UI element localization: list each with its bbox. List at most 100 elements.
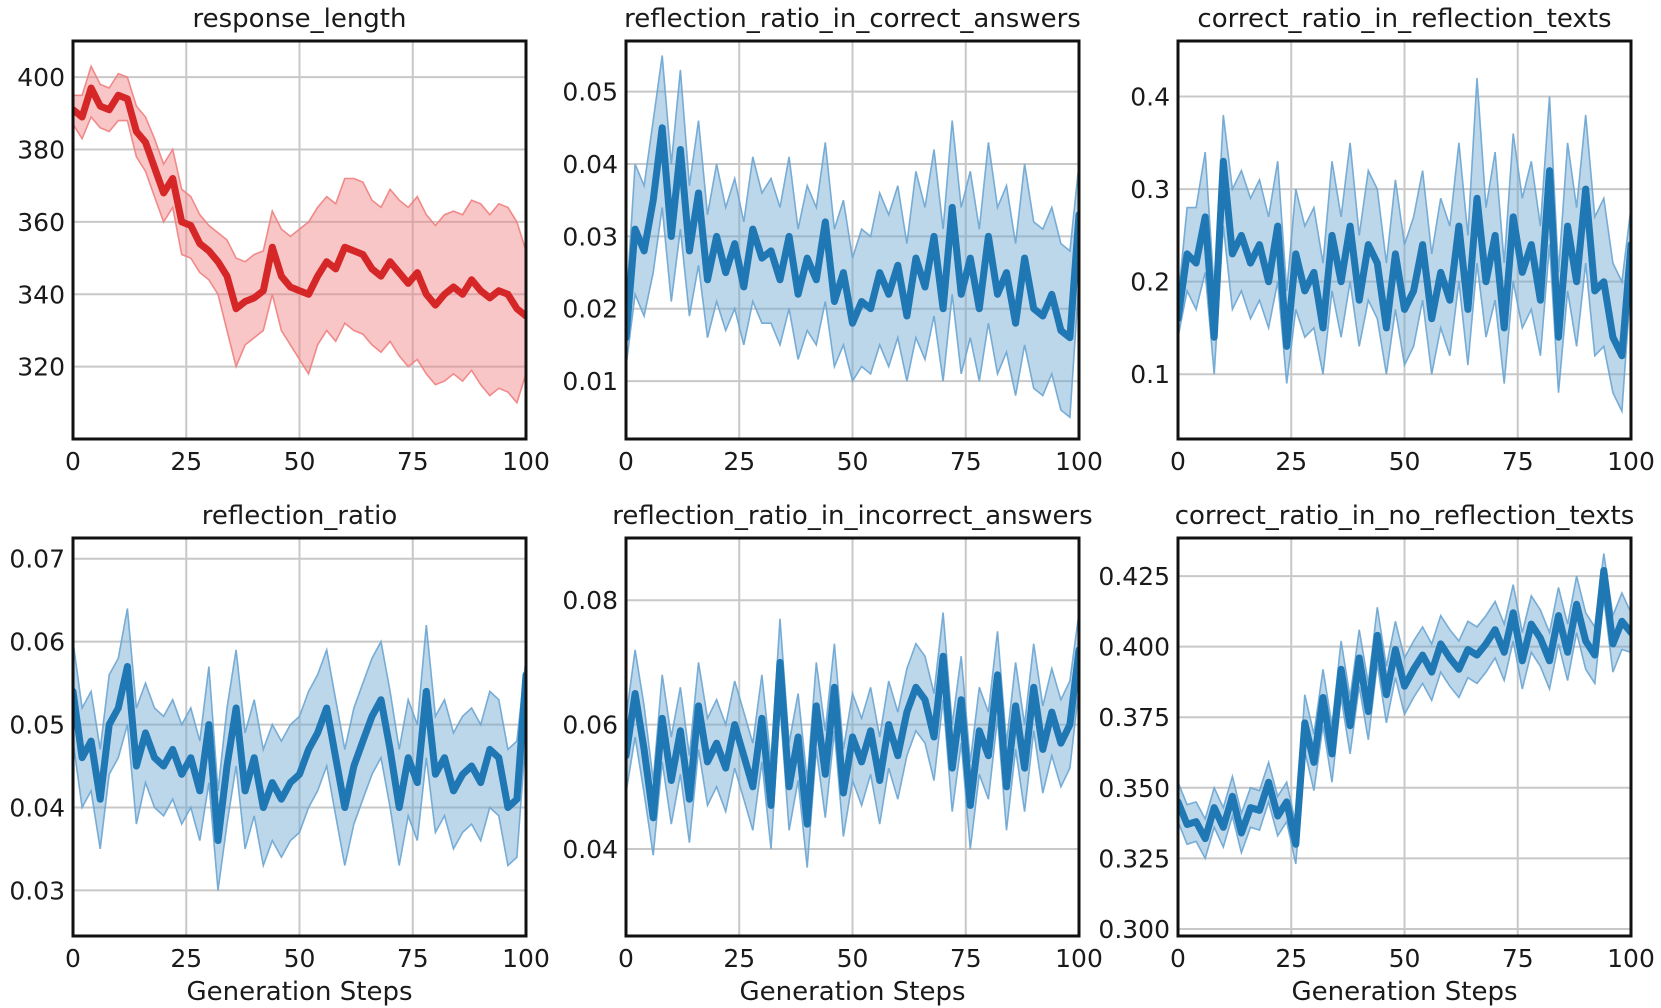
band-lower-edge (1178, 226, 1631, 415)
y-tick-label: 0.04 (562, 150, 618, 179)
x-tick-label: 0 (65, 447, 81, 476)
series-1 (73, 608, 526, 891)
panel-1: 0 25 50 75 100 320 340 360 380 400 response_length (17, 4, 550, 476)
x-axis-label: Generation Steps (739, 977, 965, 1007)
y-tick-label: 320 (17, 353, 65, 382)
band-lower-edge (626, 207, 1079, 419)
x-tick-label: 100 (1055, 447, 1103, 476)
x-tick-label: 25 (170, 944, 202, 973)
y-tick-label: 0.07 (9, 545, 65, 574)
x-tick-label: 25 (1275, 944, 1307, 973)
y-tick-label: 380 (17, 136, 65, 165)
y-tick-label: 400 (17, 63, 65, 92)
x-tick-label: 50 (284, 944, 316, 973)
panel-3: 0 25 50 75 100 0.1 0.2 0.3 0.4 correct_ratio_in_r… (1130, 4, 1655, 476)
y-tick-label: 0.08 (562, 586, 618, 615)
y-tick-label: 0.03 (9, 876, 65, 905)
y-tick-label: 0.375 (1098, 703, 1170, 732)
series-line (73, 84, 526, 320)
band-upper-edge (73, 64, 526, 263)
x-tick-label: 100 (502, 447, 550, 476)
x-tick-label: 75 (1502, 447, 1534, 476)
x-tick-label: 75 (397, 447, 429, 476)
x-tick-label: 0 (1170, 944, 1186, 973)
y-tick-label: 0.425 (1098, 562, 1170, 591)
band-lower-edge (73, 115, 526, 405)
x-tick-label: 75 (1502, 944, 1534, 973)
series-1 (1178, 77, 1631, 415)
panel-title: reflection_ratio (202, 501, 398, 531)
x-tick-label: 75 (950, 447, 982, 476)
panel-2: 0 25 50 75 100 0.01 0.02 0.03 0.04 0.05 reflection… (562, 4, 1103, 476)
y-tick-label: 0.2 (1130, 268, 1170, 297)
y-tick-label: 0.06 (562, 711, 618, 740)
x-axis-label: Generation Steps (1291, 977, 1517, 1007)
series-1 (1178, 553, 1631, 865)
plot-frame (624, 39, 1081, 441)
confidence-band (73, 66, 526, 403)
x-tick-label: 100 (1055, 944, 1103, 973)
x-tick-label: 75 (950, 944, 982, 973)
series-line (626, 124, 1079, 342)
x-tick-label: 100 (1607, 944, 1655, 973)
x-tick-label: 50 (837, 944, 869, 973)
y-tick-label: 0.01 (562, 367, 618, 396)
x-tick-label: 25 (723, 447, 755, 476)
y-tick-label: 0.05 (562, 78, 618, 107)
panel-title: correct_ratio_in_no_reflection_texts (1175, 501, 1635, 531)
panel-title: reflection_ratio_in_incorrect_answers (612, 501, 1092, 531)
band-upper-edge (1178, 553, 1631, 825)
y-tick-label: 0.06 (9, 628, 65, 657)
band-upper-edge (73, 608, 526, 791)
series-line (626, 646, 1079, 828)
x-tick-label: 100 (502, 944, 550, 973)
panel-title: response_length (193, 4, 407, 34)
panel-4: 0 25 50 75 100 0.03 0.04 0.05 0.06 0.07 reflection… (9, 501, 550, 1007)
x-axis-label: Generation Steps (186, 977, 412, 1007)
series-1 (626, 55, 1079, 419)
confidence-band (626, 55, 1079, 418)
plot-frame (71, 536, 528, 938)
band-upper-edge (626, 55, 1079, 309)
y-tick-label: 0.3 (1130, 175, 1170, 204)
y-tick-label: 0.4 (1130, 83, 1170, 112)
series-line (1178, 567, 1631, 848)
y-tick-label: 0.350 (1098, 774, 1170, 803)
panel-5: 0 25 50 75 100 0.04 0.06 0.08 reflection_ratio_i… (562, 501, 1103, 1007)
series-line (73, 663, 526, 845)
x-tick-label: 0 (618, 447, 634, 476)
y-tick-label: 0.04 (9, 793, 65, 822)
y-tick-label: 0.325 (1098, 844, 1170, 873)
plot-frame (624, 536, 1081, 938)
x-tick-label: 50 (1389, 447, 1421, 476)
x-tick-label: 75 (397, 944, 429, 973)
y-tick-label: 0.02 (562, 295, 618, 324)
x-tick-label: 50 (837, 447, 869, 476)
panel-6: 0 25 50 75 100 0.300 0.325 0.350 0.375 0.400 0.425… (1098, 501, 1654, 1007)
plot-frame (71, 39, 528, 441)
band-upper-edge (1178, 77, 1631, 301)
panel-title: reflection_ratio_in_correct_answers (624, 4, 1081, 34)
x-tick-label: 50 (1389, 944, 1421, 973)
band-lower-edge (1178, 598, 1631, 865)
confidence-band (73, 608, 526, 891)
band-lower-edge (626, 687, 1079, 868)
series-line (1178, 157, 1631, 360)
x-tick-label: 25 (1275, 447, 1307, 476)
y-tick-label: 0.300 (1098, 915, 1170, 944)
y-tick-label: 360 (17, 208, 65, 237)
plot-frame (1176, 39, 1633, 441)
y-tick-label: 0.1 (1130, 360, 1170, 389)
x-tick-label: 25 (723, 944, 755, 973)
band-lower-edge (73, 724, 526, 891)
y-tick-label: 340 (17, 280, 65, 309)
panel-title: correct_ratio_in_reflection_texts (1197, 4, 1611, 34)
series-1 (73, 64, 526, 405)
x-tick-label: 100 (1607, 447, 1655, 476)
x-tick-label: 0 (1170, 447, 1186, 476)
x-tick-label: 25 (170, 447, 202, 476)
y-tick-label: 0.05 (9, 711, 65, 740)
y-tick-label: 0.04 (562, 835, 618, 864)
x-tick-label: 0 (65, 944, 81, 973)
